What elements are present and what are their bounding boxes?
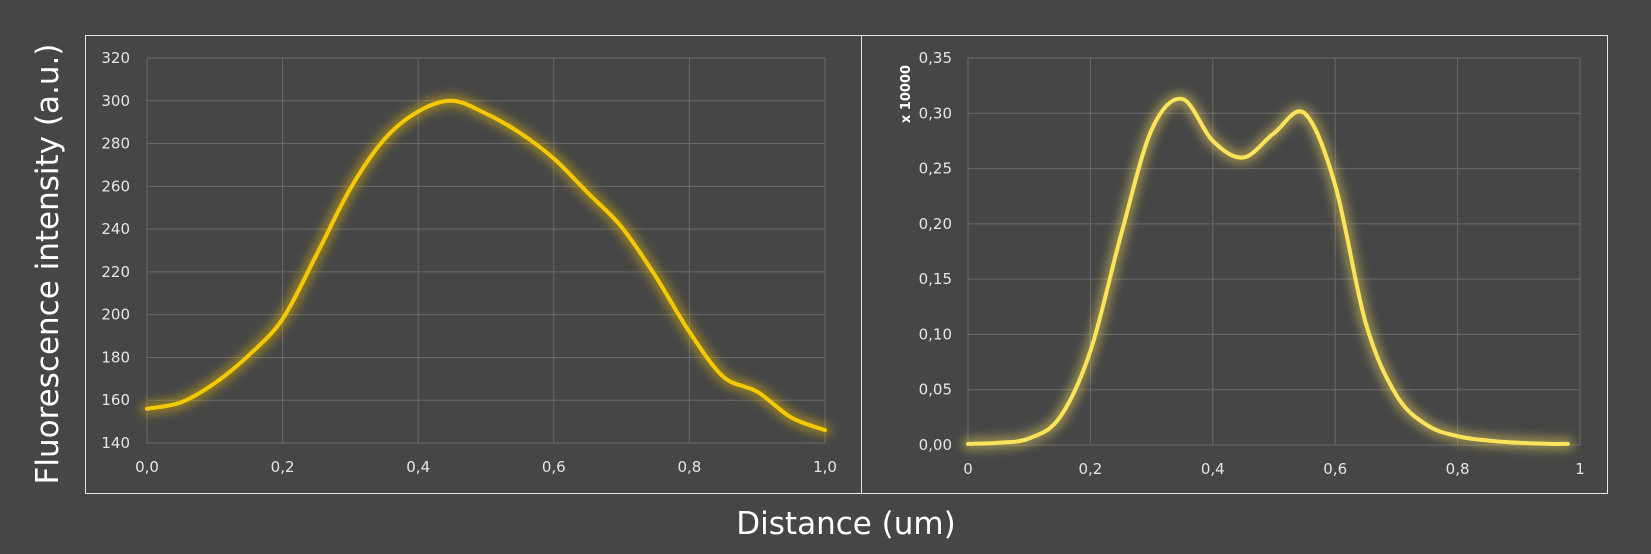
x-tick-label: 0,4 [406, 458, 430, 476]
y-tick-label: 0,00 [919, 436, 952, 454]
y-tick-label: 240 [101, 220, 130, 238]
y-tick-label: 260 [101, 177, 130, 195]
x-axis-label: Distance (um) [736, 506, 956, 542]
x-tick-label: 0,8 [1446, 460, 1470, 478]
charts-divider [861, 35, 862, 494]
x-tick-label: 0,4 [1201, 460, 1225, 478]
series-line [966, 96, 1570, 446]
x-tick-label: 0,8 [677, 458, 701, 476]
y-tick-label: 220 [101, 263, 130, 281]
y-tick-label: 280 [101, 135, 130, 153]
x-tick-label: 0,6 [542, 458, 566, 476]
y-tick-label: 0,20 [919, 215, 952, 233]
x-tick-label: 0,0 [135, 458, 159, 476]
y-tick-label: 160 [101, 391, 130, 409]
y-tick-label: 0,35 [919, 49, 952, 67]
charts-frame [85, 35, 1608, 494]
y-tick-label: 0,10 [919, 325, 952, 343]
y-tick-label: 0,25 [919, 160, 952, 178]
y-axis-label: Fluorescence intensity (a.u.) [30, 43, 66, 485]
y-tick-label: 180 [101, 348, 130, 366]
y-tick-label: 140 [101, 434, 130, 452]
y-multiplier-label: x 10000 [899, 65, 914, 123]
x-tick-label: 1,0 [813, 458, 837, 476]
y-tick-label: 320 [101, 49, 130, 67]
x-tick-label: 1 [1575, 460, 1585, 478]
y-tick-label: 300 [101, 92, 130, 110]
y-tick-label: 0,05 [919, 381, 952, 399]
x-tick-label: 0,2 [1078, 460, 1102, 478]
x-tick-label: 0,2 [271, 458, 295, 476]
y-tick-label: 0,15 [919, 270, 952, 288]
y-tick-label: 0,30 [919, 104, 952, 122]
y-tick-label: 200 [101, 306, 130, 324]
x-tick-label: 0,6 [1323, 460, 1347, 478]
series-line-glow [962, 92, 1574, 450]
series-line [145, 98, 827, 433]
x-tick-label: 0 [963, 460, 973, 478]
